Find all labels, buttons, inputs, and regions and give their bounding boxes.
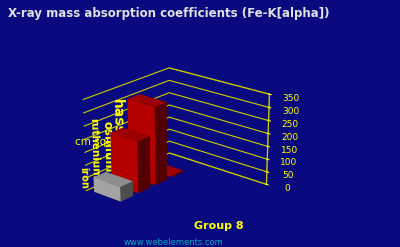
Text: X-ray mass absorption coefficients (Fe-K[alpha]): X-ray mass absorption coefficients (Fe-K… xyxy=(8,7,330,21)
Text: Group 8: Group 8 xyxy=(194,221,243,231)
Text: cm squared per g: cm squared per g xyxy=(75,137,167,147)
Text: www.webelements.com: www.webelements.com xyxy=(124,238,224,247)
